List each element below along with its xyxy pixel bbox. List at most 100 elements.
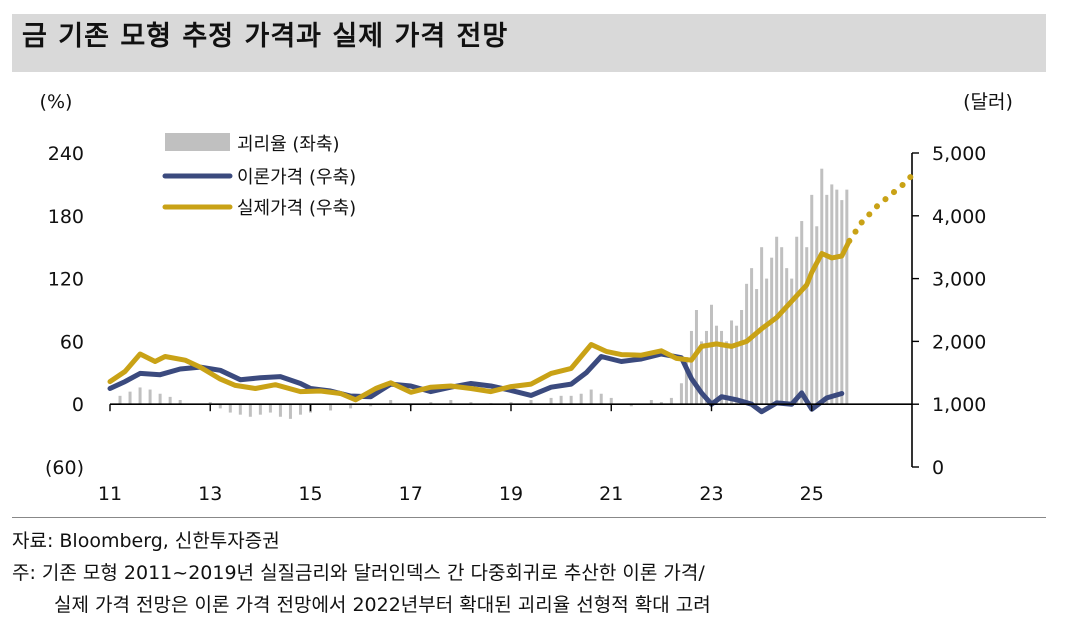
left-axis-tick-label: 180 bbox=[48, 206, 84, 228]
x-axis-tick-label: 25 bbox=[800, 483, 824, 505]
gap-bar bbox=[735, 325, 739, 405]
gap-bar bbox=[389, 400, 393, 405]
gap-bar bbox=[559, 395, 563, 405]
gap-bar bbox=[710, 304, 713, 405]
gap-bar bbox=[469, 402, 473, 405]
right-axis-tick-label: 4,000 bbox=[932, 206, 986, 228]
gap-bar bbox=[669, 397, 673, 405]
legend-label-gap: 괴리율 (좌축) bbox=[237, 134, 340, 155]
gap-bar bbox=[208, 402, 212, 405]
legend: 괴리율 (좌축) 이론가격 (우축) 실제가격 (우축) bbox=[162, 133, 356, 219]
gap-bar bbox=[820, 168, 824, 405]
left-axis-tick-label: (60) bbox=[45, 457, 84, 479]
footnote-line-1: 주: 기존 모형 2011~2019년 실질금리와 달러인덱스 간 다중회귀로 … bbox=[12, 562, 705, 584]
legend-swatch-gap bbox=[165, 133, 230, 151]
gap-bar bbox=[795, 236, 799, 405]
x-axis-tick-label: 21 bbox=[599, 483, 623, 505]
gap-bar bbox=[589, 389, 593, 405]
gap-bar bbox=[138, 387, 142, 405]
left-axis-tick-label: 60 bbox=[60, 331, 84, 353]
x-axis-tick-label: 15 bbox=[298, 483, 322, 505]
chart-title: 금 기존 모형 추정 가격과 실제 가격 전망 bbox=[22, 21, 509, 52]
footer-divider bbox=[12, 517, 1046, 518]
gap-bar bbox=[755, 289, 759, 405]
gap-bar bbox=[720, 330, 724, 405]
gap-bar bbox=[248, 404, 252, 417]
gap-bar bbox=[298, 404, 302, 415]
gap-bar bbox=[790, 278, 794, 405]
gap-bar bbox=[629, 404, 633, 407]
gap-bar bbox=[509, 402, 513, 405]
gap-bar bbox=[449, 400, 453, 405]
gap-bar bbox=[815, 226, 819, 405]
gap-bar bbox=[238, 404, 242, 415]
gap-bar bbox=[785, 268, 789, 405]
gap-bar bbox=[649, 400, 653, 405]
x-axis: 11 13 15 17 19 21 23 25 bbox=[98, 403, 912, 505]
gap-bar bbox=[288, 404, 292, 419]
gap-bar bbox=[349, 404, 353, 409]
gap-bar bbox=[825, 194, 829, 405]
chart-canvas: (%) 240 180 120 60 0 (60) (달러) 5,000 4,000 3,000 2… bbox=[40, 91, 1013, 505]
gap-bar bbox=[715, 325, 719, 405]
gap-bar bbox=[218, 404, 222, 409]
gap-bar bbox=[549, 397, 553, 405]
right-axis-tick-label: 0 bbox=[932, 457, 944, 479]
gap-bar bbox=[268, 404, 272, 413]
gap-bar bbox=[569, 395, 573, 405]
gap-bar bbox=[689, 330, 693, 405]
gap-bar bbox=[228, 404, 232, 413]
gap-bar bbox=[118, 395, 122, 405]
gap-bar bbox=[845, 189, 849, 405]
left-axis-tick-label: 240 bbox=[48, 143, 84, 165]
actual-price-forecast-line bbox=[846, 172, 915, 244]
gap-bar bbox=[158, 393, 162, 405]
gap-bar bbox=[278, 404, 282, 417]
gap-bar bbox=[805, 247, 809, 405]
right-axis-tick-label: 1,000 bbox=[932, 394, 986, 416]
gap-bar bbox=[329, 404, 333, 411]
gap-bar bbox=[835, 189, 839, 405]
gap-bar bbox=[128, 391, 132, 405]
gap-bar bbox=[765, 278, 769, 405]
gap-bar bbox=[699, 341, 703, 405]
actual-price-line bbox=[107, 238, 852, 403]
gap-bar bbox=[148, 389, 152, 405]
gap-bar bbox=[659, 402, 663, 405]
gap-bar bbox=[679, 383, 683, 405]
gap-bar bbox=[740, 310, 744, 405]
gap-bar bbox=[168, 396, 172, 405]
gap-bar bbox=[529, 400, 533, 405]
x-axis-tick-label: 13 bbox=[198, 483, 222, 505]
gap-bar bbox=[730, 320, 734, 405]
title-bar bbox=[12, 14, 1046, 72]
gap-bar bbox=[609, 397, 613, 405]
x-axis-tick-label: 19 bbox=[499, 483, 523, 505]
gap-bar bbox=[780, 247, 784, 405]
right-axis: (달러) 5,000 4,000 3,000 2,000 1,000 0 bbox=[911, 91, 1013, 479]
gap-bar bbox=[258, 404, 262, 415]
x-axis-tick-label: 23 bbox=[699, 483, 723, 505]
gap-bar bbox=[810, 194, 814, 405]
left-axis-tick-label: 0 bbox=[72, 394, 84, 416]
gap-bar bbox=[830, 184, 834, 405]
legend-label-actual: 실제가격 (우축) bbox=[237, 198, 356, 219]
gap-bar bbox=[429, 402, 433, 405]
right-axis-tick-label: 5,000 bbox=[932, 143, 986, 165]
left-axis-tick-label: 120 bbox=[48, 269, 84, 291]
gap-bar bbox=[840, 200, 844, 405]
footnote-line-2: 실제 가격 전망은 이론 가격 전망에서 2022년부터 확대된 괴리율 선형적… bbox=[54, 594, 711, 616]
gap-bar bbox=[579, 393, 583, 405]
legend-label-theory: 이론가격 (우축) bbox=[237, 167, 356, 188]
gap-bar bbox=[684, 357, 688, 405]
gap-bar bbox=[178, 400, 182, 405]
right-axis-unit-label: (달러) bbox=[963, 91, 1013, 113]
gap-bar bbox=[704, 330, 708, 405]
right-axis-tick-label: 3,000 bbox=[932, 269, 986, 291]
left-axis: (%) 240 180 120 60 0 (60) bbox=[40, 91, 84, 479]
gap-bar bbox=[770, 257, 774, 405]
gap-bar bbox=[800, 221, 804, 405]
gap-bar bbox=[369, 404, 373, 407]
gap-bar bbox=[599, 393, 603, 405]
left-axis-unit-label: (%) bbox=[40, 91, 73, 113]
